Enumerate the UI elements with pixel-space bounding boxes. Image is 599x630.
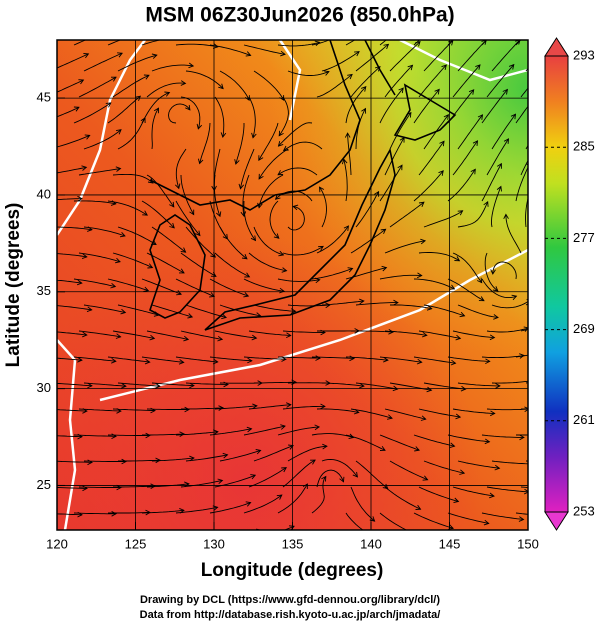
colorbar-tick-label: 293 [573, 47, 595, 62]
y-axis-label: Latitude (degrees) [3, 203, 24, 368]
streamline-arrow [473, 15, 478, 20]
streamline-arrow [528, 186, 533, 191]
streamline-arrow [324, 530, 329, 535]
y-tick-label: 25 [37, 477, 51, 492]
x-tick-label: 120 [46, 536, 68, 551]
y-tick-label: 30 [37, 380, 51, 395]
streamline-arrow [388, 554, 393, 558]
streamline-arrow [108, 28, 113, 32]
streamline [152, 537, 194, 540]
plot-area [40, 14, 568, 558]
streamline-arrow [346, 30, 351, 34]
colorbar-tick-label: 261 [573, 412, 595, 427]
streamline-arrow [529, 379, 534, 384]
streamline [322, 539, 362, 553]
streamline [458, 539, 499, 548]
streamline [220, 530, 261, 539]
x-axis-label: Longitude (degrees) [201, 560, 384, 581]
colorbar-tick-label: 269 [573, 321, 595, 336]
x-tick-label: 135 [282, 536, 304, 551]
streamline-arrow [529, 461, 534, 466]
map-title: MSM 06Z30Jun2026 (850.0hPa) [145, 4, 454, 27]
streamline-arrow [494, 545, 499, 550]
streamline-arrow [411, 531, 416, 535]
streamline [84, 539, 126, 540]
colorbar-tick-label: 285 [573, 139, 595, 154]
streamline-arrow [537, 138, 541, 143]
streamline-arrow [540, 14, 545, 19]
colorbar: 253 261 269 277 285 293 [545, 38, 595, 530]
y-tick-label: 45 [37, 90, 51, 105]
streamline-arrow [143, 29, 148, 34]
colorbar-top-arrow [545, 38, 568, 56]
streamline-arrow [189, 535, 194, 540]
streamline-arrow [506, 15, 511, 20]
streamline-arrow [563, 540, 568, 545]
colorbar-tick-label: 277 [573, 230, 595, 245]
credit: Drawing by DCL (https://www.gfd-dennou.o… [140, 594, 440, 606]
colorbar-tick-label: 253 [573, 503, 595, 518]
streamline-arrow [88, 538, 93, 543]
y-tick-label: 35 [37, 283, 51, 298]
credit: Data from http://database.rish.kyoto-u.a… [140, 609, 441, 621]
x-tick-label: 130 [203, 536, 225, 551]
x-tick-label: 150 [517, 536, 539, 551]
streamline-arrow [537, 89, 542, 94]
x-tick-label: 140 [360, 536, 382, 551]
colorbar-bottom-arrow [545, 512, 568, 530]
y-tick-label: 40 [37, 186, 51, 201]
streamline-arrow [74, 28, 79, 32]
x-tick-label: 125 [125, 536, 147, 551]
colorbar-bar [545, 56, 568, 512]
streamline [390, 539, 429, 556]
streamline-arrow [156, 536, 161, 541]
x-tick-label: 145 [439, 536, 461, 551]
streamline-arrow [424, 552, 429, 557]
streamline-arrow [178, 34, 183, 39]
